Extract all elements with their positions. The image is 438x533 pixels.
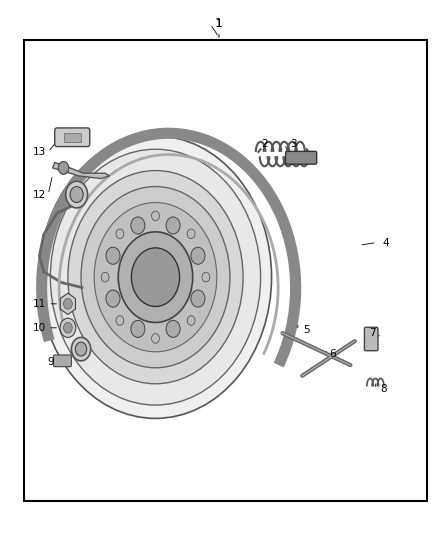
Circle shape: [94, 203, 217, 352]
Circle shape: [166, 320, 180, 337]
Circle shape: [118, 232, 193, 322]
Text: 5: 5: [303, 326, 310, 335]
Circle shape: [70, 187, 83, 203]
Bar: [64, 133, 81, 142]
FancyBboxPatch shape: [286, 151, 317, 164]
Circle shape: [191, 247, 205, 264]
Polygon shape: [53, 163, 110, 179]
Text: 10: 10: [33, 323, 46, 333]
Text: 13: 13: [33, 147, 46, 157]
Text: 6: 6: [329, 350, 336, 359]
Text: 9: 9: [47, 358, 54, 367]
Circle shape: [106, 247, 120, 264]
Circle shape: [75, 342, 87, 356]
Circle shape: [68, 171, 243, 384]
Circle shape: [64, 322, 72, 333]
Circle shape: [152, 211, 159, 221]
FancyBboxPatch shape: [364, 327, 378, 351]
Circle shape: [131, 320, 145, 337]
Text: 11: 11: [33, 299, 46, 309]
Circle shape: [39, 136, 272, 418]
Text: 12: 12: [33, 190, 46, 199]
Circle shape: [131, 217, 145, 234]
Bar: [24, 40, 427, 501]
Text: 8: 8: [380, 384, 387, 394]
Circle shape: [81, 187, 230, 368]
Circle shape: [152, 334, 159, 343]
Circle shape: [116, 316, 124, 325]
Circle shape: [187, 229, 195, 239]
Circle shape: [166, 217, 180, 234]
Circle shape: [187, 316, 195, 325]
Text: 1: 1: [215, 19, 223, 29]
Circle shape: [64, 298, 72, 309]
FancyBboxPatch shape: [53, 355, 71, 367]
Text: 4: 4: [382, 238, 389, 247]
Text: 3: 3: [290, 139, 297, 149]
Circle shape: [58, 161, 69, 174]
Circle shape: [116, 229, 124, 239]
Circle shape: [50, 149, 261, 405]
Circle shape: [101, 272, 109, 282]
Circle shape: [202, 272, 210, 282]
Polygon shape: [60, 293, 75, 314]
Circle shape: [66, 181, 88, 208]
Circle shape: [60, 318, 76, 337]
Circle shape: [191, 290, 205, 307]
Circle shape: [131, 248, 180, 306]
Circle shape: [106, 290, 120, 307]
FancyBboxPatch shape: [55, 128, 90, 147]
Text: 1: 1: [215, 18, 223, 30]
Text: 2: 2: [261, 139, 268, 149]
Circle shape: [71, 337, 91, 361]
Text: 7: 7: [369, 328, 376, 338]
